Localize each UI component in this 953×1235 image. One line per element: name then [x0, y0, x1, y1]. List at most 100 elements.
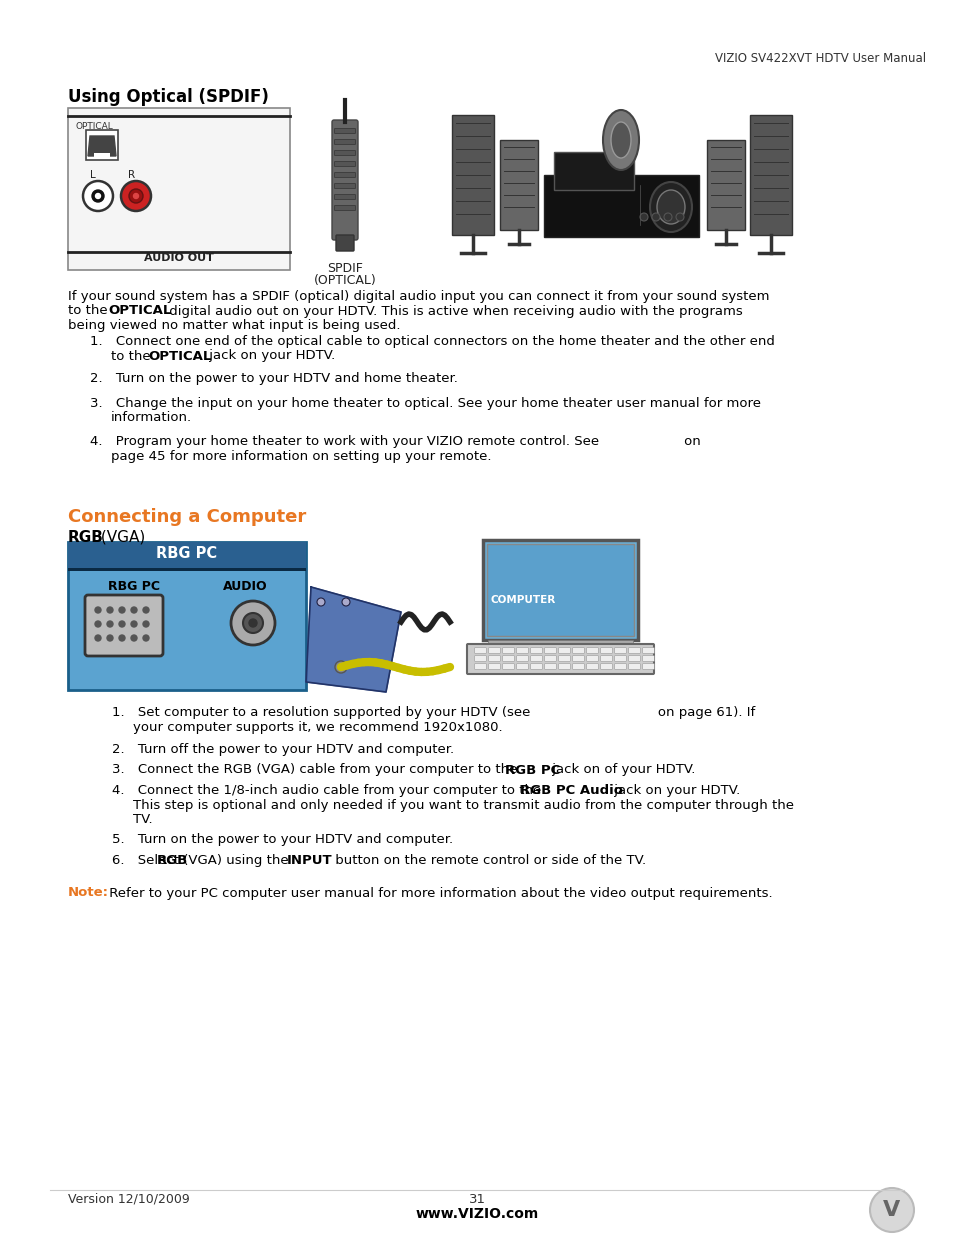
Text: jack on of your HDTV.: jack on of your HDTV.: [547, 763, 695, 777]
FancyBboxPatch shape: [475, 656, 486, 661]
Text: 5. Turn on the power to your HDTV and computer.: 5. Turn on the power to your HDTV and co…: [112, 834, 453, 846]
Text: 6. Select: 6. Select: [112, 853, 183, 867]
Text: SPDIF: SPDIF: [327, 262, 362, 275]
FancyBboxPatch shape: [530, 656, 541, 661]
FancyBboxPatch shape: [517, 647, 528, 653]
FancyBboxPatch shape: [335, 128, 355, 133]
Text: R: R: [128, 170, 135, 180]
Circle shape: [869, 1188, 913, 1233]
Circle shape: [143, 621, 149, 627]
FancyBboxPatch shape: [335, 162, 355, 167]
FancyBboxPatch shape: [586, 663, 598, 669]
Text: page 45 for more information on setting up your remote.: page 45 for more information on setting …: [111, 450, 491, 463]
FancyBboxPatch shape: [486, 543, 634, 636]
Circle shape: [341, 598, 350, 606]
Text: This step is optional and only needed if you want to transmit audio from the com: This step is optional and only needed if…: [132, 799, 793, 811]
Circle shape: [83, 182, 112, 211]
Text: VIZIO SV422XVT HDTV User Manual: VIZIO SV422XVT HDTV User Manual: [714, 52, 925, 65]
FancyBboxPatch shape: [642, 663, 654, 669]
Text: OPTICAL: OPTICAL: [108, 305, 172, 317]
FancyBboxPatch shape: [86, 130, 118, 161]
Text: 3. Change the input on your home theater to optical. See your home theater user : 3. Change the input on your home theater…: [90, 396, 760, 410]
FancyBboxPatch shape: [586, 656, 598, 661]
Circle shape: [133, 194, 138, 199]
Text: (VGA) using the: (VGA) using the: [179, 853, 293, 867]
Text: If your sound system has a SPDIF (optical) digital audio input you can connect i: If your sound system has a SPDIF (optica…: [68, 290, 769, 303]
FancyBboxPatch shape: [554, 152, 634, 190]
Text: 1. Set computer to a resolution supported by your HDTV (see                     : 1. Set computer to a resolution supporte…: [112, 706, 755, 719]
Text: your computer supports it, we recommend 1920x1080.: your computer supports it, we recommend …: [132, 720, 502, 734]
Text: 3. Connect the RGB (VGA) cable from your computer to the: 3. Connect the RGB (VGA) cable from your…: [112, 763, 521, 777]
Text: RBG PC: RBG PC: [108, 580, 160, 593]
FancyBboxPatch shape: [502, 663, 514, 669]
FancyBboxPatch shape: [499, 140, 537, 230]
FancyBboxPatch shape: [572, 647, 583, 653]
FancyBboxPatch shape: [642, 656, 654, 661]
Text: 4. Program your home theater to work with your VIZIO remote control. See        : 4. Program your home theater to work wit…: [90, 436, 700, 448]
FancyBboxPatch shape: [488, 656, 499, 661]
Text: jack on your HDTV.: jack on your HDTV.: [609, 784, 740, 797]
Text: INPUT: INPUT: [287, 853, 333, 867]
FancyBboxPatch shape: [335, 184, 355, 189]
Text: RGB PC Audio: RGB PC Audio: [519, 784, 622, 797]
FancyBboxPatch shape: [335, 235, 354, 251]
FancyBboxPatch shape: [572, 656, 583, 661]
Ellipse shape: [610, 122, 630, 158]
Circle shape: [129, 189, 143, 203]
Circle shape: [121, 182, 151, 211]
Text: RGB: RGB: [68, 530, 104, 545]
Circle shape: [131, 621, 137, 627]
FancyBboxPatch shape: [68, 542, 306, 690]
Circle shape: [663, 212, 671, 221]
FancyBboxPatch shape: [706, 140, 744, 230]
Circle shape: [249, 619, 256, 627]
Text: information.: information.: [111, 411, 192, 424]
FancyBboxPatch shape: [614, 663, 625, 669]
FancyBboxPatch shape: [600, 663, 612, 669]
FancyBboxPatch shape: [68, 568, 306, 571]
Text: V: V: [882, 1200, 900, 1220]
Circle shape: [91, 190, 104, 203]
Text: (OPTICAL): (OPTICAL): [314, 274, 376, 287]
Circle shape: [119, 621, 125, 627]
Text: www.VIZIO.com: www.VIZIO.com: [415, 1207, 538, 1221]
FancyBboxPatch shape: [628, 663, 639, 669]
FancyBboxPatch shape: [335, 173, 355, 178]
Text: button on the remote control or side of the TV.: button on the remote control or side of …: [331, 853, 645, 867]
Circle shape: [119, 635, 125, 641]
FancyBboxPatch shape: [68, 542, 306, 568]
Circle shape: [131, 606, 137, 613]
FancyBboxPatch shape: [600, 647, 612, 653]
Circle shape: [639, 212, 647, 221]
Circle shape: [676, 212, 683, 221]
Text: Version 12/10/2009: Version 12/10/2009: [68, 1193, 190, 1207]
FancyBboxPatch shape: [488, 640, 633, 645]
Circle shape: [651, 212, 659, 221]
Text: RGB PC: RGB PC: [504, 763, 559, 777]
Text: COMPUTER: COMPUTER: [491, 595, 556, 605]
FancyBboxPatch shape: [558, 647, 570, 653]
FancyBboxPatch shape: [586, 647, 598, 653]
Text: RGB: RGB: [157, 853, 188, 867]
FancyBboxPatch shape: [517, 656, 528, 661]
Text: to the: to the: [68, 305, 112, 317]
Text: OPTICAL: OPTICAL: [76, 122, 113, 131]
FancyBboxPatch shape: [544, 656, 556, 661]
Text: being viewed no matter what input is being used.: being viewed no matter what input is bei…: [68, 319, 400, 332]
Circle shape: [95, 194, 100, 199]
FancyBboxPatch shape: [614, 656, 625, 661]
Text: 2. Turn off the power to your HDTV and computer.: 2. Turn off the power to your HDTV and c…: [112, 743, 454, 756]
FancyBboxPatch shape: [452, 115, 494, 235]
Text: Note:: Note:: [68, 887, 109, 899]
Text: TV.: TV.: [132, 813, 152, 826]
Circle shape: [143, 606, 149, 613]
FancyBboxPatch shape: [544, 647, 556, 653]
Text: (VGA): (VGA): [96, 530, 145, 545]
FancyBboxPatch shape: [335, 205, 355, 210]
FancyBboxPatch shape: [475, 663, 486, 669]
FancyBboxPatch shape: [502, 647, 514, 653]
FancyBboxPatch shape: [749, 115, 791, 235]
Circle shape: [95, 606, 101, 613]
Text: 2. Turn on the power to your HDTV and home theater.: 2. Turn on the power to your HDTV and ho…: [90, 372, 457, 385]
FancyBboxPatch shape: [642, 647, 654, 653]
